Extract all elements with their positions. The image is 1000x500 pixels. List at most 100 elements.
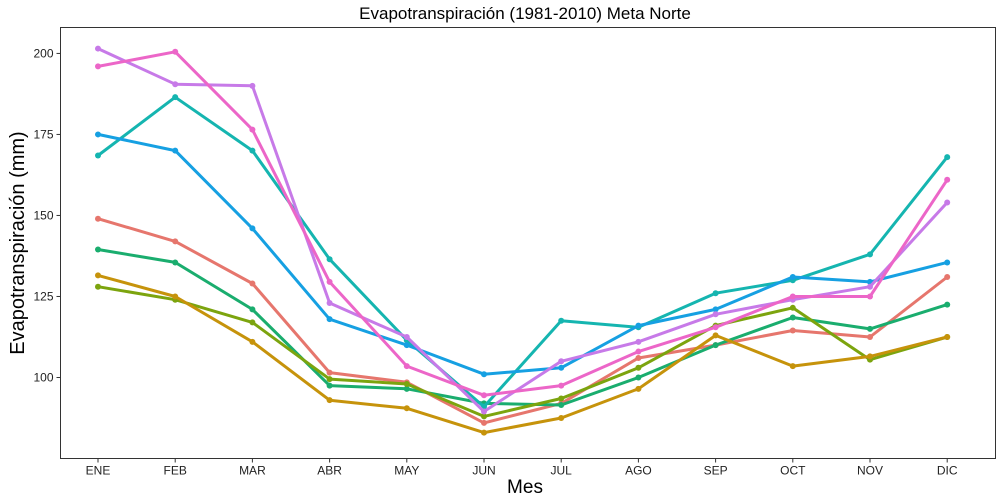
data-point: [635, 385, 642, 392]
data-point: [712, 306, 719, 313]
data-point: [635, 338, 642, 345]
data-point: [326, 369, 333, 376]
data-point: [95, 283, 101, 290]
data-point: [867, 333, 873, 340]
data-point: [867, 251, 873, 258]
x-tick-label: ABR: [317, 464, 342, 478]
data-point: [249, 126, 256, 133]
data-point: [944, 154, 951, 161]
data-point: [635, 348, 642, 355]
data-point: [635, 322, 642, 329]
data-point: [249, 280, 256, 287]
data-point: [789, 327, 796, 334]
data-point: [172, 238, 179, 245]
y-axis: 100 125 150 175 200: [33, 46, 61, 384]
data-point: [712, 324, 719, 331]
data-point: [95, 63, 101, 70]
data-point: [944, 333, 951, 340]
data-point: [789, 274, 796, 281]
data-point: [789, 304, 796, 311]
data-point: [403, 385, 410, 392]
data-point: [95, 246, 101, 253]
data-point: [326, 397, 333, 404]
series-layer: [95, 45, 951, 436]
x-tick-label: JUL: [551, 464, 573, 478]
data-point: [481, 371, 487, 378]
data-point: [558, 364, 565, 371]
series-line: [96, 50, 949, 397]
data-point: [481, 408, 487, 415]
data-point: [789, 363, 796, 370]
data-point: [558, 317, 565, 324]
data-point: [558, 395, 565, 402]
data-point: [172, 94, 179, 101]
data-point: [867, 283, 873, 290]
x-tick-label: DIC: [937, 464, 958, 478]
data-point: [481, 429, 487, 436]
series-1: [95, 215, 951, 426]
data-point: [712, 342, 719, 349]
data-point: [172, 147, 179, 154]
data-point: [558, 402, 565, 409]
data-point: [95, 131, 101, 138]
data-point: [789, 314, 796, 321]
data-point: [944, 199, 951, 206]
data-point: [867, 325, 873, 332]
data-point: [326, 299, 333, 306]
x-tick-label: AGO: [625, 464, 652, 478]
data-point: [326, 256, 333, 263]
x-tick-label: ENE: [86, 464, 111, 478]
data-point: [481, 419, 487, 426]
data-point: [172, 81, 179, 88]
data-point: [712, 290, 719, 297]
series-line: [96, 217, 949, 425]
data-point: [635, 355, 642, 362]
data-point: [403, 363, 410, 370]
y-tick-label: 150: [33, 208, 53, 222]
data-point: [712, 311, 719, 318]
data-point: [95, 152, 101, 159]
y-axis-title: Evapotranspiración (mm): [7, 131, 29, 354]
data-point: [172, 293, 179, 300]
data-point: [481, 392, 487, 399]
data-point: [944, 259, 951, 266]
data-point: [326, 376, 333, 383]
data-point: [95, 45, 101, 52]
plot-panel: [60, 27, 996, 459]
series-8: [95, 48, 951, 399]
data-point: [172, 48, 179, 55]
data-point: [249, 338, 256, 345]
series-line: [96, 132, 949, 376]
data-point: [249, 306, 256, 313]
data-point: [95, 272, 101, 279]
data-point: [172, 259, 179, 266]
data-point: [326, 382, 333, 389]
data-point: [789, 293, 796, 300]
series-2: [95, 246, 951, 409]
data-point: [635, 364, 642, 371]
y-tick-label: 200: [33, 46, 53, 60]
y-tick-label: 100: [33, 370, 53, 384]
series-line: [96, 285, 949, 418]
data-point: [249, 319, 256, 326]
y-tick-label: 175: [33, 127, 53, 141]
y-tick-label: 125: [33, 289, 53, 303]
data-point: [944, 176, 951, 183]
data-point: [712, 332, 719, 339]
x-tick-label: OCT: [780, 464, 806, 478]
data-point: [95, 215, 101, 222]
data-point: [558, 382, 565, 389]
data-point: [403, 333, 410, 340]
x-axis-title: Mes: [507, 477, 543, 498]
data-point: [249, 82, 256, 89]
data-point: [403, 380, 410, 387]
x-tick-label: FEB: [164, 464, 187, 478]
series-line: [96, 273, 949, 435]
data-point: [249, 147, 256, 154]
data-point: [867, 353, 873, 360]
data-point: [326, 278, 333, 285]
data-point: [326, 316, 333, 323]
x-tick-label: SEP: [704, 464, 728, 478]
data-point: [944, 301, 951, 308]
